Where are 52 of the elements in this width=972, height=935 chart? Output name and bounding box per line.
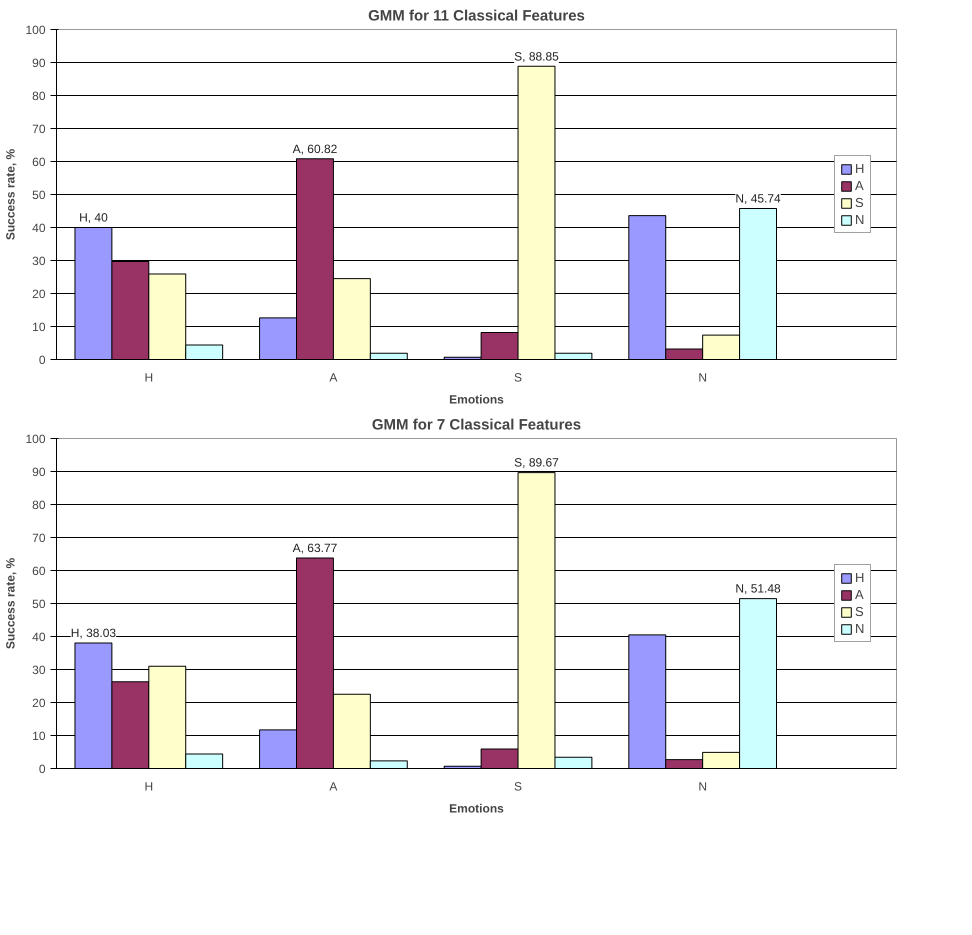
legend-label: S bbox=[855, 604, 865, 619]
legend-label: N bbox=[855, 212, 865, 227]
y-tick-label: 0 bbox=[38, 762, 46, 776]
chart-title: GMM for 11 Classical Features bbox=[368, 8, 585, 24]
y-tick-label: 30 bbox=[32, 663, 46, 677]
y-tick-label: 100 bbox=[25, 432, 46, 446]
x-axis-title: Emotions bbox=[449, 802, 504, 816]
data-label: H, 38.03 bbox=[70, 626, 116, 640]
data-label: S, 89.67 bbox=[514, 456, 560, 470]
x-tick-label: H bbox=[144, 370, 154, 384]
y-tick-label: 60 bbox=[32, 155, 46, 169]
y-axis-title: Success rate, % bbox=[3, 557, 18, 650]
y-tick-label: 100 bbox=[25, 23, 46, 37]
y-tick-label: 80 bbox=[32, 89, 46, 103]
legend-label: H bbox=[855, 161, 865, 176]
y-tick-label: 10 bbox=[32, 729, 46, 743]
y-tick-label: 20 bbox=[32, 696, 46, 710]
x-tick-label: H bbox=[144, 780, 154, 794]
data-label: S, 88.85 bbox=[514, 49, 560, 64]
y-tick-label: 30 bbox=[32, 254, 46, 268]
legend-label: H bbox=[855, 570, 865, 585]
y-tick-label: 70 bbox=[32, 122, 46, 136]
y-tick-label: 0 bbox=[38, 353, 46, 367]
y-tick-label: 90 bbox=[32, 56, 46, 70]
x-tick-label: S bbox=[514, 780, 522, 794]
x-tick-label: S bbox=[514, 370, 522, 384]
legend-label: N bbox=[855, 621, 865, 636]
x-tick-label: A bbox=[329, 780, 338, 794]
y-tick-label: 50 bbox=[32, 188, 46, 202]
y-tick-label: 70 bbox=[32, 531, 46, 545]
data-label: A, 60.82 bbox=[292, 142, 338, 156]
y-tick-label: 60 bbox=[32, 564, 46, 578]
y-tick-label: 90 bbox=[32, 465, 46, 479]
y-tick-label: 50 bbox=[32, 597, 46, 611]
data-label: A, 63.77 bbox=[292, 541, 338, 556]
data-label: N, 51.48 bbox=[735, 582, 782, 596]
chart-title: GMM for 7 Classical Features bbox=[372, 416, 582, 434]
y-tick-label: 10 bbox=[32, 320, 46, 334]
x-tick-label: N bbox=[698, 780, 707, 794]
data-label: N, 45.74 bbox=[735, 192, 782, 206]
y-axis-title: Success rate, % bbox=[3, 148, 18, 240]
legend-label: A bbox=[855, 587, 865, 602]
data-label: H, 40 bbox=[79, 210, 108, 224]
x-axis-title: Emotions bbox=[449, 392, 504, 406]
y-tick-label: 80 bbox=[32, 498, 46, 512]
y-tick-label: 40 bbox=[32, 630, 46, 644]
y-tick-label: 40 bbox=[32, 221, 46, 235]
legend-label: A bbox=[855, 178, 865, 193]
legend-label: S bbox=[855, 195, 865, 210]
x-tick-label: N bbox=[698, 370, 707, 384]
y-tick-label: 20 bbox=[32, 287, 46, 301]
x-tick-label: A bbox=[329, 370, 338, 384]
